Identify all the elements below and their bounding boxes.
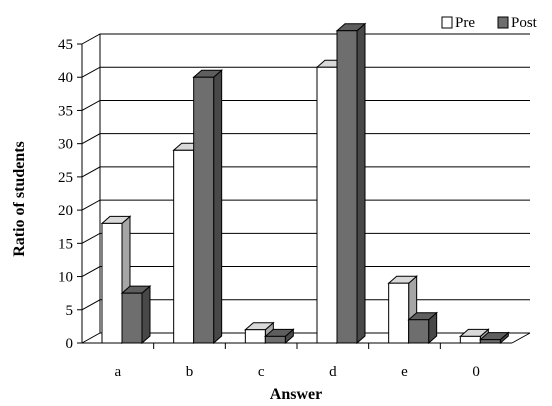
x-tick-label: a <box>114 364 121 380</box>
legend-label-pre: Pre <box>455 15 475 31</box>
y-tick-label: 15 <box>58 236 73 252</box>
bars <box>100 22 510 345</box>
x-axis-title: Answer <box>270 386 322 403</box>
bar-post-d <box>335 22 367 345</box>
y-tick-labels: 0 5 10 15 20 25 30 35 40 45 <box>58 37 73 352</box>
x-tick-labels: a b c d e 0 <box>114 343 480 380</box>
y-tick-label: 40 <box>58 70 73 86</box>
y-tick-label: 25 <box>58 170 73 186</box>
y-tick-label: 5 <box>66 303 74 319</box>
x-tick-label: 0 <box>472 364 480 380</box>
legend-label-post: Post <box>511 15 538 31</box>
x-tick-label: c <box>258 364 265 380</box>
y-tick-label: 0 <box>66 336 74 352</box>
legend: Pre Post <box>441 15 538 31</box>
y-tick-label: 45 <box>58 37 73 53</box>
y-tick-label: 30 <box>58 137 73 153</box>
gridline <box>81 66 530 78</box>
floor-right-edge <box>511 332 531 344</box>
legend-swatch-post <box>497 16 509 29</box>
legend-swatch-pre <box>441 16 453 29</box>
gridline <box>81 266 530 277</box>
bar-post-0 <box>479 331 510 345</box>
gridline <box>81 199 530 211</box>
x-tick-label: e <box>401 364 408 380</box>
gridline <box>81 99 530 111</box>
bar-post-c <box>264 328 295 345</box>
gridline <box>81 232 530 244</box>
y-tick-label: 35 <box>58 103 73 119</box>
bar-post-b <box>192 69 223 345</box>
x-tick-label: d <box>329 364 337 380</box>
y-axis-title: Ratio of students <box>11 141 28 257</box>
bar-post-e <box>407 311 438 345</box>
gridline <box>81 166 530 178</box>
gridline <box>81 33 530 45</box>
y-tick-label: 20 <box>58 203 73 219</box>
y-tick-label: 10 <box>58 270 73 286</box>
x-tick-label: b <box>186 364 194 380</box>
bar-post-a <box>120 285 152 345</box>
gridline <box>81 133 530 145</box>
